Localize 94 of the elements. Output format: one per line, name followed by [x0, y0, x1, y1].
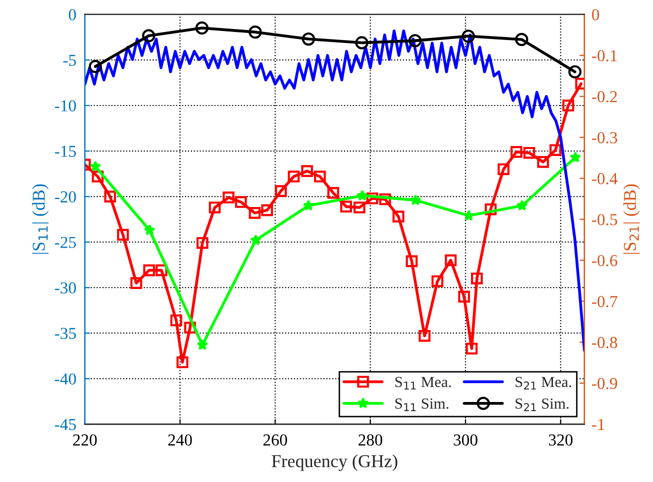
y-tick-label: -45 — [54, 418, 76, 430]
point — [196, 339, 208, 350]
point — [156, 264, 168, 276]
point — [195, 21, 209, 35]
point — [458, 290, 470, 303]
y-tick-label: -40 — [54, 373, 76, 385]
y2-axis-title: |S$_{21}$| (dB) — [623, 184, 640, 254]
point — [444, 254, 457, 266]
point — [142, 29, 156, 42]
y2-tick-label: -0.7 — [592, 296, 618, 308]
point — [418, 330, 430, 342]
point — [408, 34, 422, 48]
point — [250, 234, 262, 246]
y2-tick-label: 0 — [592, 9, 600, 20]
y-tick-label: -30 — [54, 282, 76, 294]
point — [176, 356, 188, 368]
point — [498, 163, 510, 176]
y-tick-label: -5 — [63, 54, 76, 66]
point — [356, 190, 368, 201]
point — [562, 100, 574, 112]
point — [550, 144, 562, 156]
point — [515, 32, 528, 46]
y-tick-label: 0 — [68, 9, 76, 20]
point — [516, 200, 528, 211]
point — [471, 272, 483, 284]
legend-label: S$_{21}$ Sim. — [516, 398, 569, 412]
x-tick-label: 260 — [263, 434, 288, 446]
point — [355, 36, 368, 50]
point — [143, 264, 156, 276]
point — [462, 30, 475, 43]
y2-tick-label: -0.3 — [592, 132, 618, 144]
point — [523, 146, 536, 159]
point — [117, 228, 129, 241]
x-tick-label: 240 — [168, 434, 192, 446]
point — [261, 204, 274, 216]
point — [90, 160, 102, 172]
x-tick-label: 220 — [73, 434, 97, 446]
point — [314, 170, 326, 182]
point — [510, 146, 522, 158]
point — [144, 224, 156, 236]
point — [353, 202, 366, 214]
point — [302, 200, 314, 211]
y-tick-label: -15 — [54, 146, 76, 157]
y2-tick-label: -0.8 — [592, 336, 618, 348]
y2-tick-label: -0.9 — [592, 378, 618, 390]
legend-label: S$_{11}$ Mea. — [395, 376, 451, 390]
y-tick-label: -20 — [54, 191, 76, 202]
y-tick-label: -10 — [54, 100, 76, 112]
point — [184, 322, 196, 334]
point — [92, 170, 104, 182]
point — [130, 277, 142, 289]
point — [463, 210, 474, 221]
x-axis-title: Frequency (GHz) — [272, 454, 398, 471]
x-tick-label: 320 — [548, 434, 573, 446]
y2-tick-label: -0.6 — [592, 254, 618, 266]
point — [248, 25, 262, 39]
point — [170, 314, 182, 326]
point — [432, 275, 444, 288]
y2-tick-label: -0.2 — [592, 91, 617, 102]
point — [568, 65, 582, 78]
x-tick-label: 300 — [454, 434, 478, 446]
point — [466, 342, 478, 354]
point — [366, 192, 378, 204]
point — [208, 202, 221, 214]
point — [301, 165, 313, 177]
y2-tick-label: -0.4 — [592, 173, 618, 184]
point — [392, 210, 404, 222]
y-tick-label: -35 — [54, 328, 76, 340]
point — [248, 207, 261, 219]
point — [196, 237, 208, 249]
point — [88, 60, 102, 74]
point — [222, 192, 234, 204]
point — [379, 193, 391, 206]
y2-tick-label: -0.1 — [592, 50, 617, 62]
x-tick-label: 280 — [358, 434, 382, 446]
point — [327, 187, 340, 199]
point — [288, 170, 300, 182]
y-tick-label: -25 — [54, 236, 76, 248]
legend-label: S$_{11}$ Sim. — [395, 398, 448, 412]
point — [406, 255, 418, 268]
point — [484, 203, 497, 216]
point — [410, 194, 422, 206]
point — [235, 196, 247, 208]
y2-tick-label: -0.5 — [592, 214, 618, 226]
point — [340, 200, 352, 212]
point — [104, 190, 116, 202]
y2-tick-label: -1 — [592, 418, 604, 430]
point — [274, 185, 287, 197]
point — [302, 32, 316, 46]
line-series — [84, 29, 584, 352]
point — [570, 151, 582, 162]
y-axis-title: |S$_{11}$| (dB) — [32, 184, 49, 254]
point — [537, 156, 549, 168]
legend-label: S$_{21}$ Mea. — [516, 376, 572, 390]
